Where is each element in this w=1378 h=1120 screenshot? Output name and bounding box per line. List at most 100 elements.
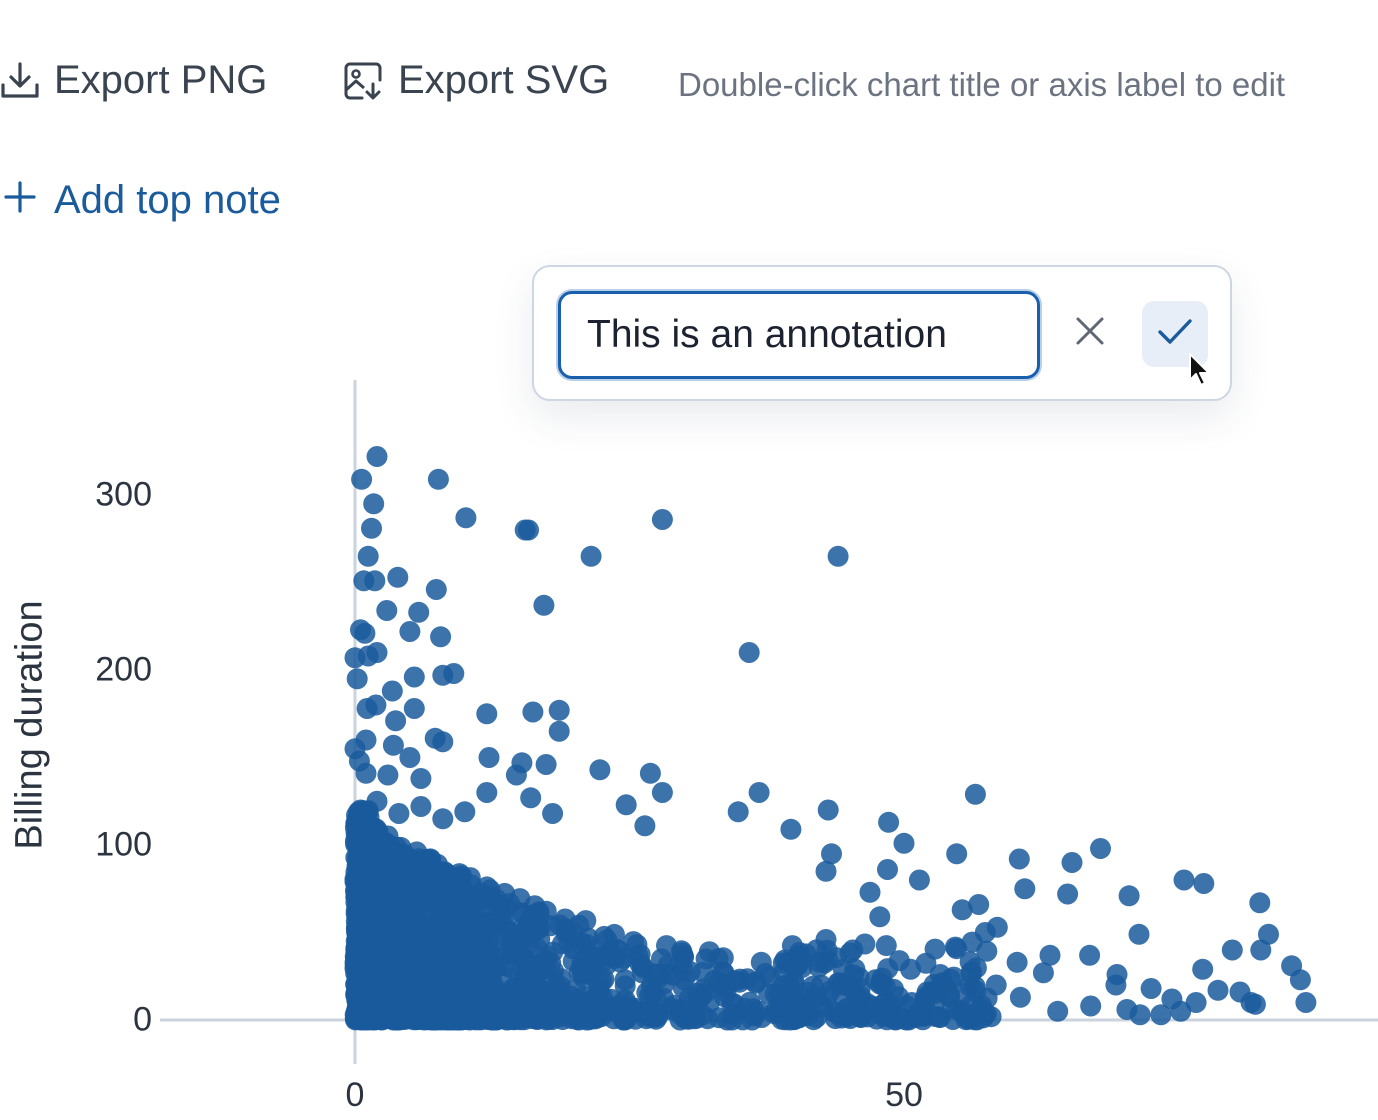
- data-point: [408, 601, 430, 623]
- data-point: [476, 703, 498, 725]
- data-point: [427, 468, 449, 490]
- data-point: [958, 1008, 980, 1030]
- data-point: [346, 668, 368, 690]
- mouse-pointer-icon: [1188, 352, 1214, 393]
- data-point: [893, 1008, 914, 1030]
- data-point: [454, 801, 476, 823]
- data-point: [410, 796, 432, 817]
- data-point: [425, 579, 447, 600]
- data-point: [593, 968, 615, 990]
- data-point: [464, 886, 486, 907]
- edit-hint: Double-click chart title or axis label t…: [678, 66, 1286, 103]
- data-point: [924, 1005, 946, 1027]
- annotation-input[interactable]: [558, 291, 1040, 379]
- data-point: [861, 995, 883, 1017]
- data-point: [387, 566, 409, 588]
- data-point: [1047, 1000, 1069, 1022]
- data-point: [745, 972, 767, 994]
- data-point: [614, 969, 636, 991]
- data-point: [1057, 883, 1079, 905]
- data-point: [345, 973, 367, 995]
- data-point: [465, 912, 487, 933]
- data-point: [1090, 838, 1111, 859]
- data-point: [355, 762, 377, 784]
- data-point: [723, 993, 745, 1015]
- data-point: [968, 894, 990, 915]
- y-axis-title[interactable]: Billing duration: [8, 600, 51, 850]
- data-point: [810, 995, 832, 1017]
- data-point: [908, 869, 930, 891]
- data-point: [386, 900, 408, 921]
- export-svg-label: Export SVG: [398, 58, 610, 102]
- data-point: [1118, 885, 1140, 907]
- data-point: [780, 818, 802, 840]
- data-point: [844, 958, 866, 980]
- data-point: [815, 860, 837, 882]
- data-point: [1250, 939, 1272, 961]
- data-point: [436, 977, 458, 999]
- data-point: [888, 950, 910, 972]
- data-point: [357, 545, 379, 567]
- data-point: [615, 794, 637, 816]
- export-svg-button[interactable]: Export SVG: [342, 58, 609, 103]
- data-point: [580, 545, 602, 567]
- data-point: [672, 958, 694, 980]
- data-point: [986, 916, 1008, 938]
- data-point: [540, 992, 562, 1014]
- data-point: [842, 939, 864, 961]
- data-point: [406, 987, 427, 1009]
- data-point: [520, 787, 542, 809]
- data-point: [612, 947, 634, 969]
- data-point: [419, 1009, 441, 1031]
- data-point: [382, 734, 404, 756]
- data-point: [385, 710, 407, 732]
- data-point: [376, 600, 398, 621]
- data-point: [438, 865, 460, 886]
- cancel-annotation-button[interactable]: [1064, 307, 1116, 359]
- data-point: [964, 975, 986, 997]
- data-point: [512, 993, 534, 1015]
- data-point: [346, 998, 368, 1020]
- data-point: [505, 764, 527, 786]
- data-point: [1244, 993, 1266, 1015]
- data-point: [1079, 944, 1101, 966]
- y-tick-label-100: 100: [95, 825, 152, 864]
- data-point: [556, 920, 578, 941]
- data-point: [821, 843, 842, 865]
- data-point: [617, 994, 639, 1016]
- data-point: [877, 859, 898, 880]
- plus-icon: [4, 178, 36, 223]
- data-point: [352, 854, 374, 876]
- data-point: [1192, 958, 1214, 980]
- data-point: [482, 1009, 504, 1031]
- data-point: [366, 446, 388, 467]
- data-point: [381, 870, 403, 892]
- data-point: [827, 545, 849, 567]
- data-point: [651, 782, 673, 803]
- data-point: [443, 663, 465, 684]
- confirm-annotation-button[interactable]: [1142, 301, 1208, 367]
- data-point: [915, 952, 937, 974]
- data-point: [729, 968, 751, 990]
- data-point: [1170, 1000, 1192, 1022]
- export-png-button[interactable]: Export PNG: [0, 58, 267, 103]
- annotation-editor: [532, 265, 1232, 401]
- data-point: [388, 803, 410, 824]
- data-point: [432, 731, 454, 753]
- add-top-note-button[interactable]: Add top note: [4, 178, 281, 223]
- data-point: [1193, 873, 1215, 894]
- data-point: [403, 666, 425, 688]
- data-point: [1295, 992, 1317, 1013]
- data-point: [377, 764, 399, 786]
- data-point: [836, 1006, 857, 1028]
- data-point: [548, 699, 570, 721]
- data-point: [1032, 962, 1054, 984]
- data-point: [448, 908, 470, 930]
- data-point: [932, 972, 954, 994]
- data-point: [522, 701, 544, 723]
- data-point: [432, 808, 454, 830]
- data-point: [893, 832, 915, 854]
- data-point: [964, 783, 986, 805]
- data-point: [748, 782, 770, 803]
- data-point: [365, 694, 387, 716]
